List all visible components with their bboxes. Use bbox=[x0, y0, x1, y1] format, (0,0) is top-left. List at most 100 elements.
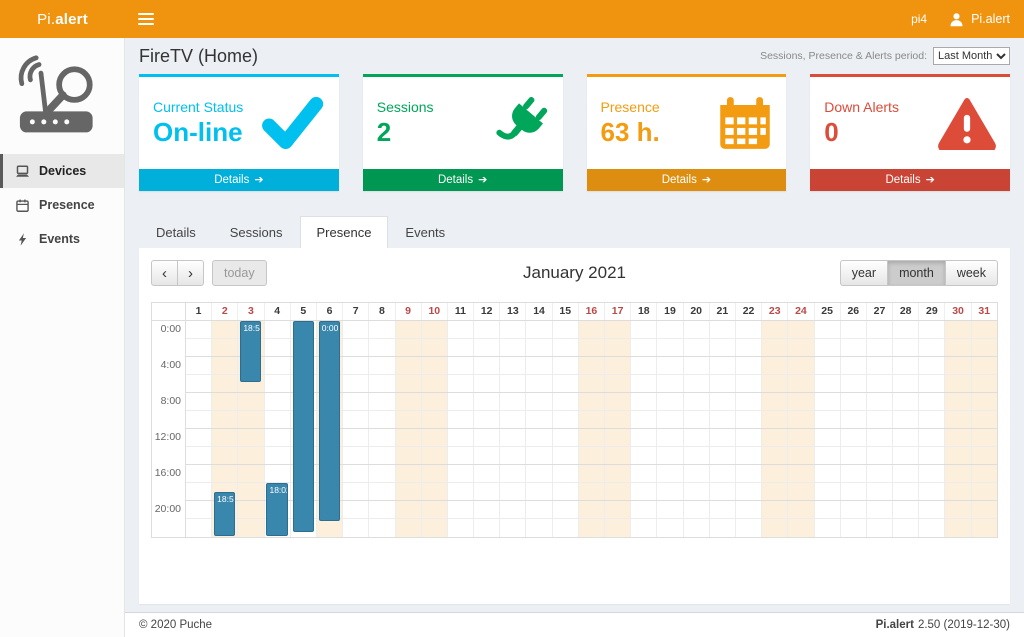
navbar-right: pi4 Pi.alert bbox=[911, 0, 1024, 38]
calendar-week-button[interactable]: week bbox=[944, 260, 998, 286]
day-header-1: 1 bbox=[186, 303, 213, 320]
card-value: On-line bbox=[153, 117, 243, 148]
gutter-spacer bbox=[152, 303, 186, 320]
card-text: Sessions 2 bbox=[377, 99, 434, 147]
day-column-7 bbox=[343, 321, 370, 537]
time-label: 4:00 bbox=[160, 359, 181, 371]
day-header-9: 9 bbox=[396, 303, 422, 320]
card-details-link[interactable]: Details ➔ bbox=[362, 169, 563, 191]
time-label: 16:00 bbox=[154, 467, 181, 479]
day-column-13 bbox=[500, 321, 527, 537]
main-content: FireTV (Home) Sessions, Presence & Alert… bbox=[125, 38, 1024, 612]
time-axis: 0:00 4:00 8:00 12:00 16:00 20:00 bbox=[152, 321, 186, 537]
day-header-18: 18 bbox=[631, 303, 658, 320]
card-body: Sessions 2 bbox=[363, 77, 563, 169]
brand-text: Pi.alert bbox=[37, 10, 88, 28]
card-sessions: Sessions 2 Details ➔ bbox=[362, 74, 563, 191]
sidebar-item-devices[interactable]: Devices bbox=[0, 154, 124, 188]
day-header-27: 27 bbox=[867, 303, 894, 320]
calendar-year-button[interactable]: year bbox=[839, 260, 889, 286]
day-column-21 bbox=[710, 321, 736, 537]
calendar-icon bbox=[718, 97, 772, 149]
footer: © 2020 Puche Pi.alert 2.50 (2019-12-30) bbox=[125, 612, 1024, 637]
day-header-11: 11 bbox=[448, 303, 475, 320]
sidebar-menu: Devices Presence Events bbox=[0, 154, 124, 256]
card-details-link[interactable]: Details ➔ bbox=[810, 169, 1010, 191]
day-header-26: 26 bbox=[841, 303, 867, 320]
calendar-view-switcher: year month week bbox=[839, 260, 998, 286]
details-label: Details bbox=[214, 174, 250, 186]
day-column-23 bbox=[762, 321, 789, 537]
card-details-link[interactable]: Details ➔ bbox=[139, 169, 339, 191]
day-column-20 bbox=[684, 321, 710, 537]
card-text: Down Alerts 0 bbox=[824, 99, 899, 147]
calendar-next-button[interactable]: › bbox=[177, 260, 204, 286]
day-header-17: 17 bbox=[605, 303, 632, 320]
day-header-30: 30 bbox=[945, 303, 972, 320]
card-body: Down Alerts 0 bbox=[810, 77, 1010, 169]
hostname-label: pi4 bbox=[911, 12, 928, 26]
sidebar-item-events[interactable]: Events bbox=[0, 222, 124, 256]
tab-presence[interactable]: Presence bbox=[299, 216, 389, 248]
details-label: Details bbox=[437, 174, 474, 186]
brand-logo[interactable]: Pi.alert bbox=[0, 0, 125, 38]
period-select[interactable]: Last Month bbox=[933, 47, 1010, 65]
user-icon bbox=[949, 12, 964, 27]
presence-calendar: 1 2 3 4 5 6 7 8 9 10 11 12 13 14 15 16 17 18 19 20 21 22 23 24 2… bbox=[151, 302, 998, 538]
presence-event-day-4[interactable]: 18:02 bbox=[266, 483, 288, 536]
tab-details[interactable]: Details bbox=[156, 225, 196, 240]
day-column-4 bbox=[265, 321, 291, 537]
day-header-2: 2 bbox=[212, 303, 239, 320]
sidebar-item-label: Devices bbox=[39, 164, 87, 178]
tab-sessions[interactable]: Sessions bbox=[229, 225, 283, 240]
card-value: 0 bbox=[824, 117, 839, 148]
presence-event-day-5[interactable] bbox=[292, 321, 314, 532]
day-column-11 bbox=[448, 321, 475, 537]
sidebar-item-presence[interactable]: Presence bbox=[0, 188, 124, 222]
day-column-30 bbox=[945, 321, 972, 537]
time-label: 8:00 bbox=[160, 395, 181, 407]
day-header-19: 19 bbox=[657, 303, 684, 320]
presence-event-day-3[interactable]: 18:58 bbox=[240, 321, 262, 383]
card-details-link[interactable]: Details ➔ bbox=[586, 169, 787, 191]
devices-icon bbox=[14, 165, 30, 178]
sidebar-toggle-button[interactable] bbox=[125, 0, 167, 38]
page-header: FireTV (Home) Sessions, Presence & Alert… bbox=[139, 46, 1010, 67]
calendar-nav-buttons: ‹ › today bbox=[151, 260, 267, 286]
day-header-13: 13 bbox=[500, 303, 527, 320]
plug-icon bbox=[495, 96, 549, 150]
day-column-18 bbox=[631, 321, 658, 537]
calendar-today-button[interactable]: today bbox=[212, 260, 267, 286]
events-icon bbox=[14, 232, 30, 246]
user-menu[interactable]: Pi.alert bbox=[949, 12, 1010, 27]
calendar-month-button[interactable]: month bbox=[887, 260, 946, 286]
warning-icon bbox=[938, 96, 996, 150]
day-column-9 bbox=[395, 321, 422, 537]
day-header-21: 21 bbox=[710, 303, 736, 320]
calendar-prev-button[interactable]: ‹ bbox=[151, 260, 178, 286]
day-header-29: 29 bbox=[919, 303, 946, 320]
day-header-23: 23 bbox=[762, 303, 789, 320]
details-label: Details bbox=[661, 174, 697, 186]
calendar-events: 18:58 18:58 18:02 0:00 - bbox=[186, 321, 997, 537]
tab-events[interactable]: Events bbox=[405, 225, 446, 240]
card-title: Presence bbox=[600, 99, 660, 116]
presence-event-day-2[interactable]: 18:58 bbox=[214, 491, 236, 536]
day-header-10: 10 bbox=[422, 303, 448, 320]
day-header-24: 24 bbox=[788, 303, 815, 320]
day-column-25 bbox=[815, 321, 841, 537]
day-header-8: 8 bbox=[369, 303, 396, 320]
day-column-5 bbox=[291, 321, 317, 537]
day-column-16 bbox=[578, 321, 605, 537]
top-navbar: Pi.alert pi4 Pi.alert bbox=[0, 0, 1024, 38]
user-name-label: Pi.alert bbox=[971, 12, 1010, 26]
card-down-alerts: Down Alerts 0 Details ➔ bbox=[810, 74, 1010, 191]
day-header-12: 12 bbox=[474, 303, 501, 320]
day-header-22: 22 bbox=[736, 303, 763, 320]
footer-version: Pi.alert 2.50 (2019-12-30) bbox=[875, 619, 1010, 631]
day-header-31: 31 bbox=[978, 305, 991, 317]
period-label: Sessions, Presence & Alerts period: bbox=[760, 50, 927, 62]
time-label: 0:00 bbox=[160, 323, 181, 335]
presence-event-day-6[interactable]: 0:00 - bbox=[318, 321, 340, 521]
